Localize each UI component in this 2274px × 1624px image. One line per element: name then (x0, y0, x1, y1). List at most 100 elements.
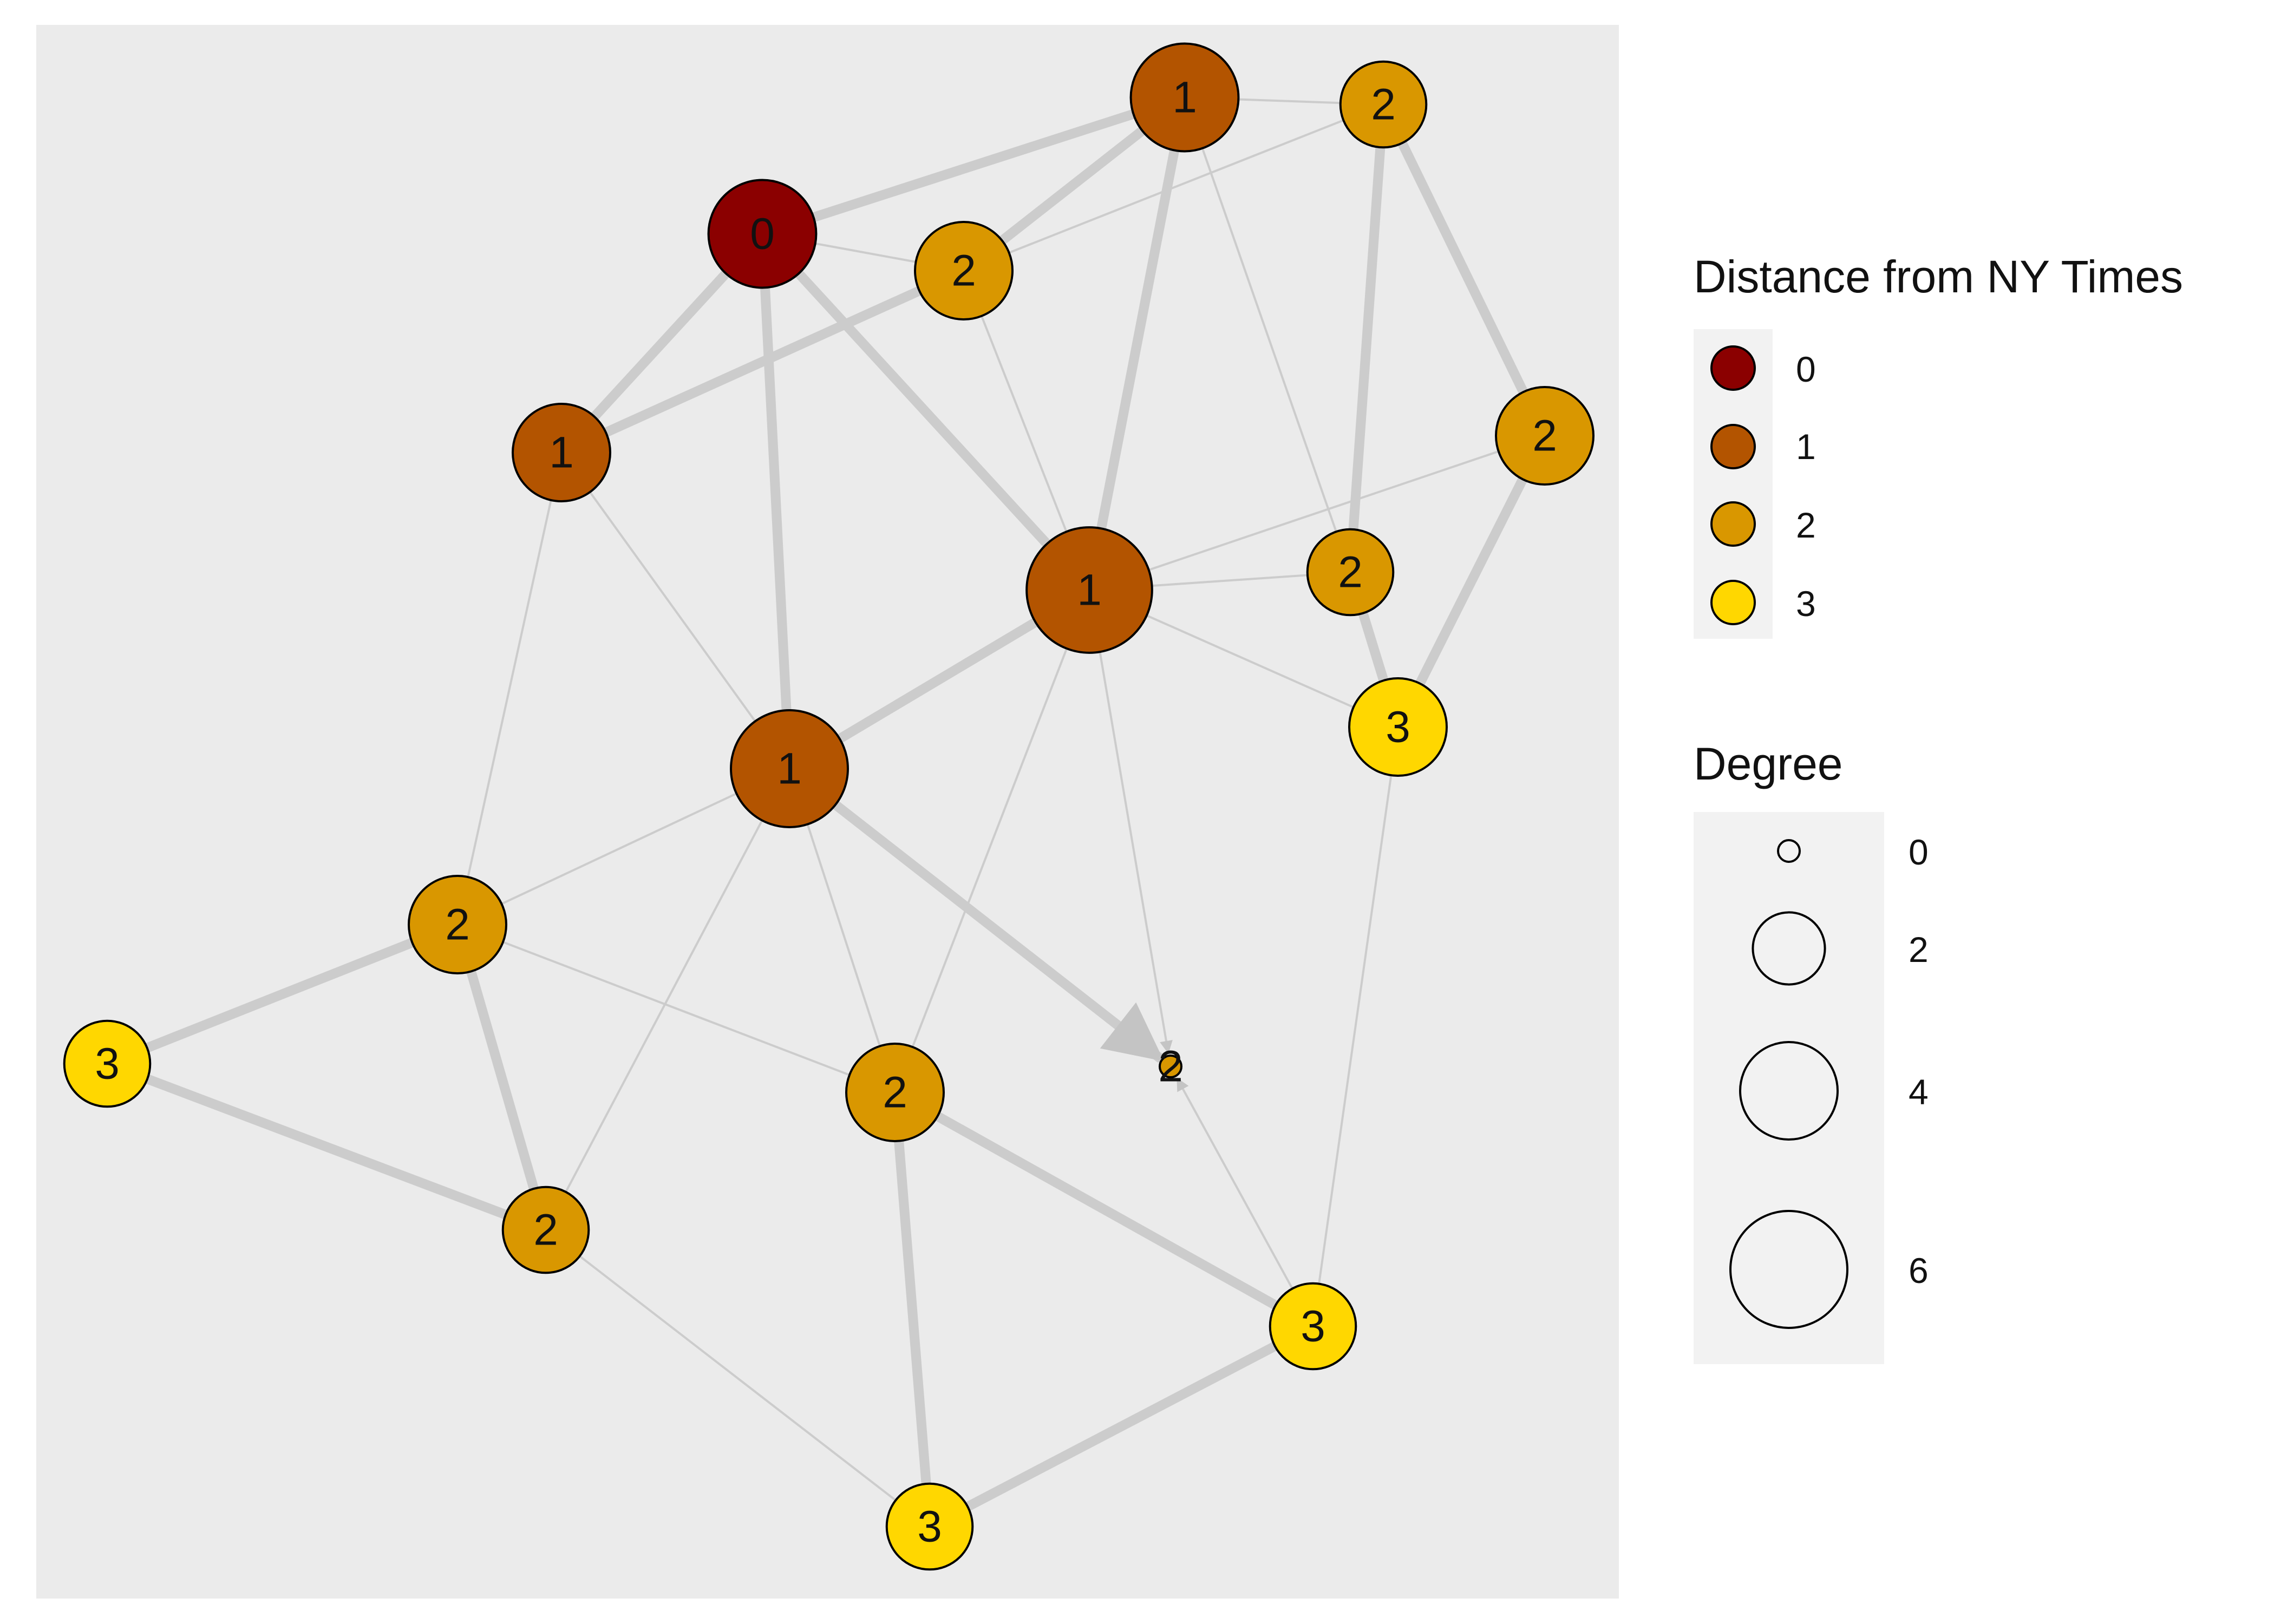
edge-n1-n7 (1184, 96, 1351, 573)
edge-n8-n15 (1312, 726, 1399, 1327)
node-n5: 2 (1495, 386, 1595, 486)
node-circle (845, 1043, 945, 1142)
legend-degree-key (1752, 911, 1826, 986)
legend-degree-key (1729, 1210, 1848, 1329)
node-n16: 3 (885, 1482, 974, 1571)
legend-degree-key (1777, 839, 1801, 863)
edge-n4-n9 (560, 451, 790, 770)
node-n0: 0 (707, 179, 818, 289)
edge-n4-n10 (456, 451, 563, 926)
legend-distance-title: Distance from NY Times (1694, 251, 2183, 302)
edge-n9-n10 (456, 768, 790, 926)
edge-n15-n13 (1176, 1077, 1314, 1327)
node-n10: 2 (408, 875, 507, 974)
node-n4: 1 (512, 403, 611, 502)
edge-n10-n12 (456, 924, 896, 1093)
node-label: 1 (1077, 566, 1102, 615)
legend-distance-label: 1 (1796, 427, 1816, 467)
node-n7: 2 (1306, 528, 1395, 617)
edge-n12-n16 (890, 1088, 935, 1531)
legend-degree-label: 6 (1909, 1250, 1929, 1291)
legend-distance-key (1710, 580, 1756, 625)
node-n2: 2 (1339, 60, 1428, 149)
node-circle (1159, 1055, 1182, 1078)
legend-degree-key-background (1694, 812, 1884, 1364)
edge-n9-n13 (785, 764, 1165, 1063)
legend-degree: Degree 0 2 4 6 (1694, 738, 1929, 1364)
node-n1: 1 (1129, 42, 1240, 153)
node-n15: 3 (1269, 1282, 1357, 1371)
legend-distance-label: 0 (1796, 349, 1816, 389)
legend-degree-labels: 0 2 4 6 (1909, 832, 1929, 1291)
node-circle (512, 403, 611, 502)
legend-degree-label: 4 (1909, 1072, 1929, 1112)
edge-n5-n8 (1393, 431, 1550, 732)
node-circle (408, 875, 507, 974)
edge-n9-n14 (545, 768, 790, 1231)
edge-n14-n16 (545, 1229, 931, 1528)
node-circle (885, 1482, 974, 1571)
node-n9: 1 (730, 709, 849, 828)
edge-n10-n11 (102, 920, 462, 1069)
legend-degree-keys (1729, 839, 1848, 1329)
legend-distance-keys (1710, 345, 1756, 625)
node-circle (1348, 677, 1448, 777)
node-n3: 2 (914, 221, 1014, 320)
edge-n6-n13 (1088, 589, 1173, 1054)
legend-distance-label: 3 (1796, 584, 1816, 624)
legend-degree-label: 2 (1909, 929, 1929, 970)
node-label: 3 (917, 1502, 942, 1551)
node-n6: 1 (1025, 526, 1153, 654)
node-n11: 3 (63, 1019, 152, 1108)
node-label: 2 (1371, 80, 1396, 129)
node-label: 2 (883, 1068, 907, 1117)
node-label: 2 (951, 246, 976, 296)
edge-n12-n15 (890, 1088, 1318, 1331)
edge-n3-n4 (557, 266, 969, 457)
node-circle (63, 1019, 152, 1108)
legend-distance-labels: 0 1 2 3 (1796, 349, 1816, 624)
node-label: 1 (777, 744, 802, 794)
node-label: 1 (1172, 73, 1197, 122)
node-label: 2 (1338, 548, 1363, 597)
nodes-layer: 0 1 2 2 1 2 1 2 3 1 2 3 2 2 2 3 3 (63, 42, 1595, 1571)
edge-n2-n5 (1378, 100, 1550, 441)
legend-degree-label: 0 (1909, 832, 1929, 872)
node-circle (730, 709, 849, 828)
node-circle (1339, 60, 1428, 149)
legend-distance-key (1710, 345, 1756, 391)
legend-distance-label: 2 (1796, 505, 1816, 545)
node-label: 3 (1301, 1302, 1325, 1351)
node-label: 2 (1532, 411, 1557, 461)
node-circle (501, 1186, 590, 1274)
node-circle (1306, 528, 1395, 617)
node-label: 1 (549, 428, 574, 477)
node-label: 3 (1386, 703, 1410, 752)
node-n14: 2 (501, 1186, 590, 1274)
legend-distance-key (1710, 424, 1756, 469)
node-label: 2 (445, 900, 470, 949)
node-n12: 2 (845, 1043, 945, 1142)
node-circle (1129, 42, 1240, 153)
legend-distance-key (1710, 501, 1756, 547)
node-label: 0 (750, 209, 775, 259)
edge-n6-n12 (894, 589, 1090, 1093)
node-label: 2 (1158, 1042, 1183, 1091)
node-circle (914, 221, 1014, 320)
node-circle (1025, 526, 1153, 654)
legend-distance: Distance from NY Times 0 1 2 3 (1694, 251, 2183, 639)
edge-n0-n9 (757, 229, 794, 774)
node-label: 2 (533, 1206, 558, 1255)
node-n8: 3 (1348, 677, 1448, 777)
edge-n10-n14 (453, 920, 551, 1235)
edge-n1-n6 (1084, 93, 1190, 595)
node-circle (1269, 1282, 1357, 1371)
edge-n2-n7 (1345, 100, 1388, 577)
node-n13: 2 (1158, 1042, 1183, 1091)
edge-n0-n6 (757, 229, 1094, 595)
node-circle (1495, 386, 1595, 486)
legend-degree-title: Degree (1694, 738, 1843, 789)
edge-n11-n14 (102, 1059, 551, 1235)
node-circle (707, 179, 818, 289)
